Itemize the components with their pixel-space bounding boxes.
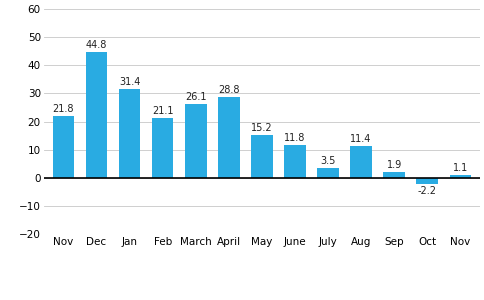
Text: 31.4: 31.4 (119, 77, 140, 88)
Bar (119, 89, 140, 178)
Text: 21.8: 21.8 (53, 104, 74, 115)
Bar (317, 168, 338, 178)
Bar (251, 135, 272, 178)
Bar (383, 172, 404, 178)
Bar (86, 52, 107, 178)
Bar (416, 178, 437, 184)
Text: -2.2: -2.2 (417, 186, 436, 196)
Bar (184, 104, 206, 178)
Bar (218, 97, 239, 178)
Bar (151, 118, 173, 178)
Text: 15.2: 15.2 (251, 123, 272, 133)
Text: 11.8: 11.8 (284, 133, 305, 142)
Text: 26.1: 26.1 (184, 92, 206, 102)
Text: 11.4: 11.4 (350, 134, 371, 144)
Text: 1.1: 1.1 (452, 163, 467, 173)
Text: 1.9: 1.9 (386, 160, 401, 170)
Bar (53, 116, 74, 178)
Bar (449, 175, 470, 178)
Bar (284, 145, 305, 178)
Text: 3.5: 3.5 (320, 156, 335, 166)
Text: 44.8: 44.8 (86, 40, 107, 50)
Bar (349, 146, 371, 178)
Text: 28.8: 28.8 (218, 85, 239, 95)
Text: 21.1: 21.1 (151, 106, 173, 116)
